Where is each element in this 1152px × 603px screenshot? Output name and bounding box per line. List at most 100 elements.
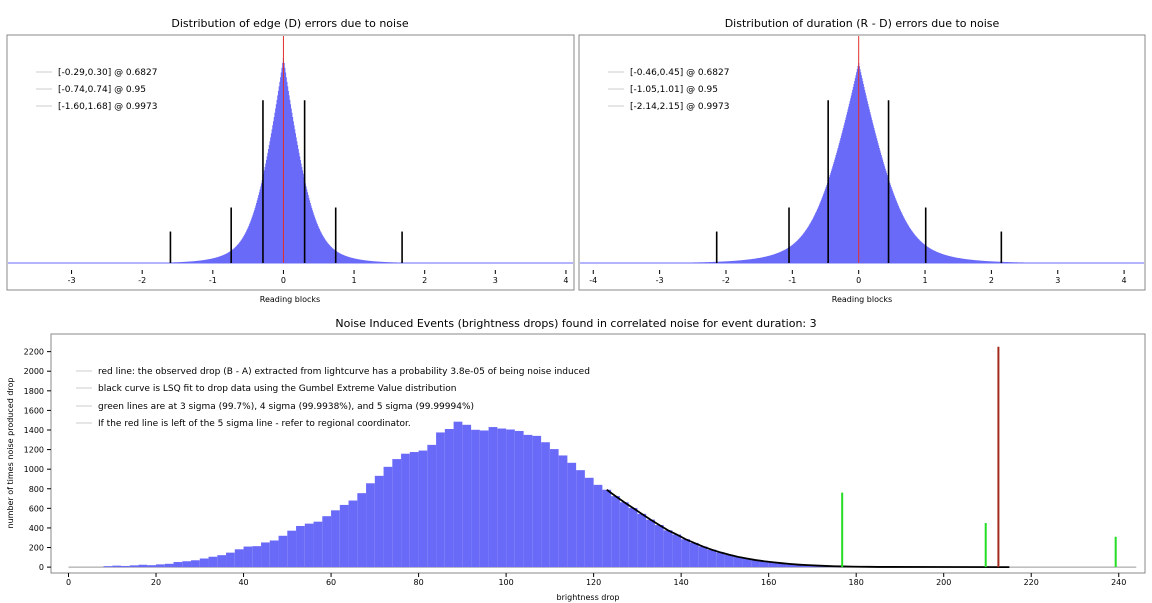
duration-legend-entry-3: [-2.14,2.15] @ 0.9973: [630, 102, 729, 112]
duration-x-tick-label: 1: [922, 276, 927, 285]
edge-x-tick-label: 2: [422, 276, 427, 285]
duration-x-tick-label: 0: [856, 276, 861, 285]
brightness-histogram-bar: [786, 563, 795, 568]
brightness-histogram-bar: [759, 561, 769, 568]
brightness-histogram-bar: [269, 540, 279, 568]
brightness-histogram-bar: [252, 546, 262, 568]
brightness-x-tick-label: 20: [151, 578, 161, 587]
brightness-drop-panel: Noise Induced Events (brightness drops) …: [6, 317, 1146, 602]
brightness-y-tick-label: 400: [29, 524, 44, 533]
brightness-histogram-bar: [654, 525, 664, 568]
brightness-histogram-bar: [768, 562, 778, 568]
brightness-histogram-bar: [296, 525, 305, 568]
duration-error-panel: Distribution of duration (R - D) errors …: [578, 17, 1146, 304]
brightness-histogram-bar: [339, 504, 349, 568]
brightness-histogram-bar: [427, 444, 437, 568]
brightness-histogram-bar: [313, 521, 323, 568]
brightness-x-tick-label: 120: [586, 578, 601, 587]
brightness-histogram-bar: [173, 562, 183, 568]
edge-legend-entry-1: [-0.29,0.30] @ 0.6827: [58, 68, 157, 78]
brightness-histogram-bar: [129, 565, 139, 568]
brightness-x-tick-label: 240: [1111, 578, 1126, 587]
brightness-histogram-bar: [611, 496, 620, 568]
brightness-histogram-bar: [112, 565, 122, 568]
duration-x-tick-label: 4: [1122, 276, 1127, 285]
brightness-y-tick-label: 600: [29, 504, 44, 513]
brightness-histogram-bar: [733, 556, 743, 568]
brightness-histogram-bar: [304, 523, 314, 568]
edge-legend-entry-2: [-0.74,0.74] @ 0.95: [58, 85, 146, 95]
brightness-histogram-bar: [383, 466, 393, 568]
brightness-histogram-bar: [226, 552, 235, 568]
brightness-histogram-bar: [392, 459, 402, 568]
brightness-histogram-bar: [348, 500, 358, 568]
brightness-x-tick-label: 40: [238, 578, 248, 587]
edge-x-tick-label: 0: [281, 276, 286, 285]
brightness-chart-title: Noise Induced Events (brightness drops) …: [335, 317, 816, 330]
duration-sigma-markers: [715, 36, 1003, 263]
brightness-histogram-bar: [138, 564, 148, 568]
brightness-histogram-bar: [199, 558, 209, 568]
brightness-histogram-bar: [462, 424, 472, 568]
duration-legend: [-0.46,0.45] @ 0.6827 [-1.05,1.01] @ 0.9…: [608, 68, 729, 112]
brightness-y-axis-label: number of times noise produced drop: [6, 378, 15, 529]
brightness-y-tick-label: 800: [29, 485, 44, 494]
duration-x-axis-label: Reading blocks: [832, 295, 892, 304]
brightness-legend-entry-4: If the red line is left of the 5 sigma l…: [98, 419, 411, 429]
brightness-histogram-bar: [366, 483, 375, 568]
brightness-histogram-bar: [707, 549, 717, 568]
edge-error-panel: Distribution of edge (D) errors due to n…: [6, 17, 575, 304]
edge-x-tick-label: 1: [352, 276, 357, 285]
duration-x-tick-label: -3: [656, 276, 664, 285]
brightness-histogram-bar: [182, 561, 192, 568]
brightness-x-tick-label: 0: [66, 578, 71, 587]
brightness-histogram-bar: [156, 564, 165, 568]
brightness-histogram-bar: [234, 549, 244, 568]
brightness-y-tick-label: 1400: [24, 426, 44, 435]
brightness-histogram-bar: [514, 430, 524, 568]
brightness-histogram-bar: [558, 455, 568, 568]
brightness-histogram-bar: [593, 484, 603, 568]
brightness-histogram-bar: [191, 560, 200, 568]
edge-legend-entry-3: [-1.60,1.68] @ 0.9973: [58, 102, 157, 112]
brightness-histogram-bar: [453, 421, 463, 568]
brightness-x-tick-label: 220: [1024, 578, 1039, 587]
brightness-histogram-bar: [436, 432, 445, 568]
brightness-histogram-bar: [261, 542, 270, 568]
brightness-histogram-bar: [444, 429, 454, 568]
brightness-histogram-bar: [724, 554, 734, 568]
brightness-x-tick-label: 140: [674, 578, 689, 587]
brightness-histogram-bar: [121, 565, 130, 568]
brightness-histogram-bar: [471, 429, 480, 568]
edge-x-tick-label: -2: [138, 276, 146, 285]
brightness-histogram-bar: [506, 429, 515, 568]
brightness-histogram-bar: [488, 427, 498, 568]
brightness-y-tick-label: 200: [29, 544, 44, 553]
edge-x-axis: -3 -2 -1 0 1 2 3 4: [68, 270, 568, 285]
edge-x-tick-label: 4: [563, 276, 568, 285]
brightness-histogram-bar: [689, 542, 699, 568]
brightness-histogram-bar: [532, 435, 542, 568]
brightness-histogram-bar: [217, 555, 227, 568]
brightness-x-tick-label: 80: [413, 578, 423, 587]
brightness-histogram-bar: [418, 450, 428, 568]
brightness-y-tick-label: 2200: [24, 348, 44, 357]
edge-sigma-markers: [169, 36, 403, 263]
edge-x-tick-label: -3: [68, 276, 76, 285]
duration-x-tick-label: -2: [722, 276, 730, 285]
brightness-histogram-bar: [278, 535, 288, 568]
edge-x-tick-label: 3: [493, 276, 498, 285]
brightness-x-tick-label: 160: [761, 578, 776, 587]
edge-chart-title: Distribution of edge (D) errors due to n…: [171, 17, 408, 30]
duration-x-tick-label: 3: [1055, 276, 1060, 285]
brightness-histogram-bar: [287, 530, 297, 568]
brightness-histogram-bar: [637, 513, 647, 568]
duration-legend-entry-2: [-1.05,1.01] @ 0.95: [630, 85, 718, 95]
brightness-histogram-bar: [374, 475, 384, 568]
brightness-x-tick-label: 60: [326, 578, 336, 587]
brightness-histogram-bar: [742, 558, 752, 568]
brightness-legend-entry-2: black curve is LSQ fit to drop data usin…: [98, 384, 456, 394]
brightness-histogram-bar: [208, 556, 218, 568]
brightness-histogram-bar: [147, 565, 157, 568]
